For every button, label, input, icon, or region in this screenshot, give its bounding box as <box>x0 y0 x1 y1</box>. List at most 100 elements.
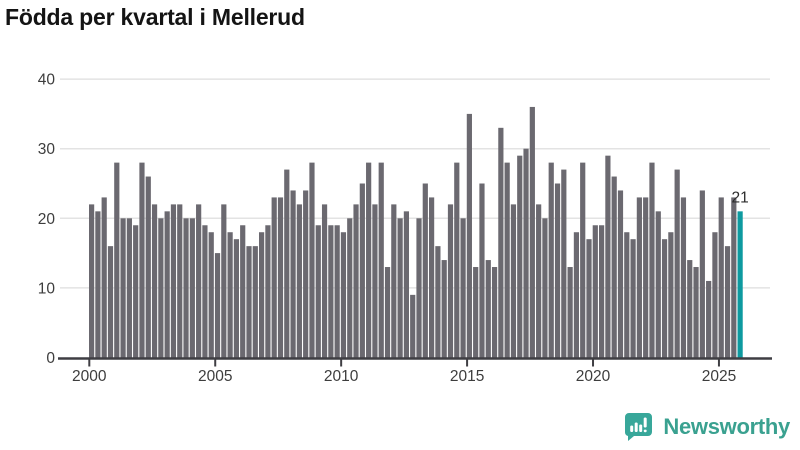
bar <box>240 225 246 358</box>
bar <box>592 225 598 358</box>
x-tick-label-2025: 2025 <box>702 368 736 385</box>
bar <box>611 176 617 358</box>
bar <box>624 232 630 358</box>
bar <box>630 239 636 358</box>
bar <box>718 197 724 358</box>
bar <box>221 204 227 358</box>
bar <box>674 169 680 358</box>
bar <box>277 197 284 358</box>
bar <box>617 190 624 358</box>
bar <box>580 162 586 358</box>
bar <box>422 183 428 358</box>
bar-highlight-latest-quarter <box>737 211 743 358</box>
bar <box>447 204 454 358</box>
bar <box>517 155 523 358</box>
bar <box>731 197 737 358</box>
bar <box>491 267 498 358</box>
bar <box>259 232 265 358</box>
bar <box>120 218 126 358</box>
bar <box>284 169 290 358</box>
y-tick-label-40: 40 <box>38 72 56 89</box>
bar <box>573 232 580 358</box>
bar <box>542 218 548 358</box>
bar <box>366 162 372 358</box>
x-tick-label-2015: 2015 <box>450 368 484 385</box>
bar <box>649 162 655 358</box>
bar <box>693 267 699 358</box>
bar <box>435 246 441 358</box>
y-tick-label-10: 10 <box>38 280 56 297</box>
bar <box>290 190 296 358</box>
bar <box>410 294 416 358</box>
x-tick-label-2010: 2010 <box>324 368 359 385</box>
bar <box>139 162 145 358</box>
bar <box>347 218 353 358</box>
bar <box>315 225 321 358</box>
bar <box>189 218 195 358</box>
x-tick-label-2020: 2020 <box>576 368 611 385</box>
bar <box>510 204 517 358</box>
bar <box>554 183 561 358</box>
bar <box>208 232 214 358</box>
bar <box>309 162 315 358</box>
bar <box>372 204 378 358</box>
chart-title: Födda per kvartal i Mellerud <box>5 4 305 30</box>
bar <box>536 204 542 358</box>
bar <box>271 197 277 358</box>
bar <box>89 204 95 358</box>
bar <box>177 204 183 358</box>
bar <box>529 106 535 358</box>
bar <box>466 113 472 358</box>
bar <box>680 197 687 358</box>
bar <box>340 232 347 358</box>
bar <box>706 280 712 358</box>
bar <box>441 260 447 358</box>
newsworthy-logo-text: Newsworthy <box>663 413 790 439</box>
bar <box>95 211 101 358</box>
bar <box>403 211 410 358</box>
y-tick-label-30: 30 <box>38 141 56 158</box>
bar <box>265 225 271 358</box>
bar <box>378 162 384 358</box>
bar <box>202 225 208 358</box>
highlight-value-label: 21 <box>731 189 748 206</box>
bar <box>227 232 233 358</box>
bar <box>145 176 151 358</box>
y-tick-label-20: 20 <box>38 211 56 228</box>
bar <box>605 155 611 358</box>
bar <box>321 204 328 358</box>
bar <box>151 204 158 358</box>
bar <box>561 169 567 358</box>
bar <box>687 260 693 358</box>
bar <box>303 190 309 358</box>
bar <box>164 211 170 358</box>
bar <box>473 267 479 358</box>
bar <box>214 253 221 358</box>
bar <box>416 218 422 358</box>
bar <box>523 148 529 358</box>
bar <box>133 225 139 358</box>
bar <box>328 225 334 358</box>
bar <box>548 162 554 358</box>
bar <box>699 190 705 358</box>
bar <box>712 232 718 358</box>
bar <box>479 183 485 358</box>
bar <box>353 204 359 358</box>
bar <box>599 225 605 358</box>
bar <box>643 197 649 358</box>
x-tick-label-2005: 2005 <box>198 368 232 385</box>
bar <box>391 204 397 358</box>
bar <box>183 218 189 358</box>
newsworthy-logo[interactable]: Newsworthy <box>623 411 790 442</box>
bar <box>454 162 460 358</box>
bar <box>114 162 120 358</box>
bar <box>158 218 164 358</box>
bar <box>359 183 365 358</box>
bar <box>498 127 504 358</box>
bar <box>107 246 114 358</box>
bar <box>334 225 340 358</box>
x-tick-label-2000: 2000 <box>72 368 107 385</box>
bar <box>384 267 391 358</box>
bar <box>586 239 592 358</box>
